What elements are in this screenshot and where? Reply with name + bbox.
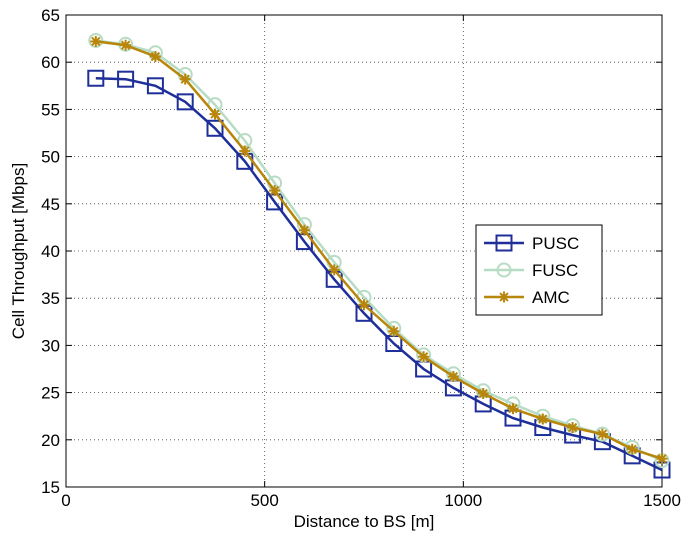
series-line-amc bbox=[95, 40, 663, 460]
point-amc bbox=[656, 453, 668, 465]
y-tick-label: 60 bbox=[41, 53, 60, 72]
y-tick-label: 25 bbox=[41, 384, 60, 403]
point-amc bbox=[358, 299, 370, 311]
point-fusc bbox=[88, 32, 104, 48]
point-amc bbox=[90, 35, 102, 47]
legend-label: PUSC bbox=[532, 234, 579, 253]
point-amc bbox=[120, 39, 132, 51]
legend-marker bbox=[496, 262, 512, 278]
point-amc bbox=[447, 371, 459, 383]
y-tick-label: 20 bbox=[41, 431, 60, 450]
point-pusc bbox=[117, 70, 135, 88]
point-amc bbox=[537, 413, 549, 425]
point-pusc bbox=[176, 93, 194, 111]
point-pusc bbox=[87, 69, 105, 87]
y-tick-label: 65 bbox=[41, 6, 60, 25]
x-tick-label: 1500 bbox=[643, 491, 681, 510]
legend-entry-fusc: FUSC bbox=[484, 261, 578, 280]
legend-marker bbox=[498, 291, 510, 303]
legend-label: AMC bbox=[532, 288, 570, 307]
y-tick-label: 55 bbox=[41, 100, 60, 119]
series-amc bbox=[90, 35, 668, 465]
point-amc bbox=[388, 325, 400, 337]
axis-ticks: 0 500 1000 1500 15 20 25 30 35 40 45 50 55 60 65 bbox=[41, 6, 681, 510]
point-amc bbox=[596, 428, 608, 440]
point-amc bbox=[298, 224, 310, 236]
point-amc bbox=[239, 145, 251, 157]
data-series bbox=[87, 32, 671, 479]
point-pusc bbox=[146, 77, 164, 95]
x-tick-label: 500 bbox=[250, 491, 278, 510]
point-amc bbox=[209, 108, 221, 120]
legend-entry-amc: AMC bbox=[484, 288, 570, 307]
legend-entry-pusc: PUSC bbox=[484, 234, 579, 253]
x-tick-label: 0 bbox=[61, 491, 70, 510]
x-axis-label: Distance to BS [m] bbox=[294, 512, 435, 531]
point-amc bbox=[269, 185, 281, 197]
point-amc bbox=[418, 351, 430, 363]
point-amc bbox=[328, 264, 340, 276]
y-tick-label: 15 bbox=[41, 478, 60, 497]
point-amc bbox=[507, 403, 519, 415]
point-fusc bbox=[594, 426, 610, 442]
x-tick-label: 1000 bbox=[444, 491, 482, 510]
y-axis-label: Cell Throughput [Mbps] bbox=[9, 163, 28, 339]
y-tick-label: 35 bbox=[41, 289, 60, 308]
y-tick-label: 50 bbox=[41, 148, 60, 167]
point-amc bbox=[149, 51, 161, 63]
point-amc bbox=[626, 443, 638, 455]
point-amc bbox=[477, 388, 489, 400]
legend-marker bbox=[495, 234, 513, 252]
y-tick-label: 45 bbox=[41, 195, 60, 214]
legend-label: FUSC bbox=[532, 261, 578, 280]
y-tick-label: 30 bbox=[41, 336, 60, 355]
point-amc bbox=[567, 422, 579, 434]
y-tick-label: 40 bbox=[41, 242, 60, 261]
series-line-pusc bbox=[95, 76, 663, 472]
point-amc bbox=[179, 73, 191, 85]
point-pusc bbox=[206, 119, 224, 137]
legend: PUSC FUSC AMC bbox=[475, 224, 603, 316]
